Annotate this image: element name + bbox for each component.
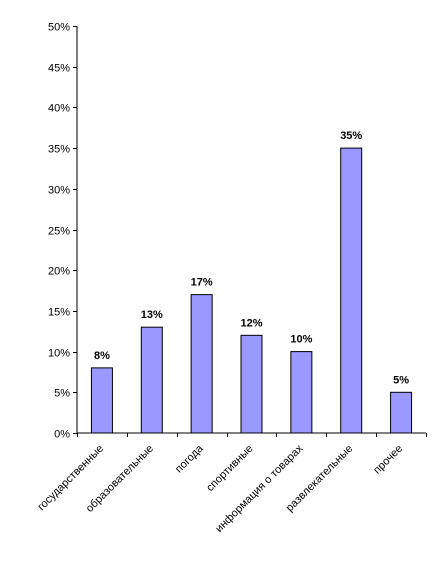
data-label: 10% <box>290 334 312 346</box>
data-label: 5% <box>393 374 409 386</box>
chart-bars <box>90 147 413 434</box>
category-label: спортивные <box>204 443 255 494</box>
data-label: 8% <box>94 350 110 362</box>
y-tick-label: 25% <box>48 226 70 238</box>
y-tick-label: 20% <box>48 266 70 278</box>
y-tick-label: 0% <box>54 429 70 441</box>
chart-axes <box>73 26 427 437</box>
y-tick-label: 30% <box>48 185 70 197</box>
y-tick-label: 15% <box>48 307 70 319</box>
category-label: погода <box>173 442 206 475</box>
y-tick-label: 45% <box>48 63 70 75</box>
bar-1 <box>140 326 163 434</box>
y-tick-label: 40% <box>48 103 70 115</box>
bar-4 <box>290 351 313 434</box>
data-label: 35% <box>340 130 362 142</box>
data-label: 13% <box>141 309 163 321</box>
data-label: 12% <box>240 317 262 329</box>
bar-2 <box>190 294 213 434</box>
y-tick-label: 35% <box>48 144 70 156</box>
category-label: прочее <box>371 443 405 477</box>
category-label: информация о товарах <box>213 442 306 535</box>
y-tick-label: 5% <box>54 388 70 400</box>
bar-6 <box>390 391 413 434</box>
bar-3 <box>240 334 263 434</box>
y-tick-label: 10% <box>48 348 70 360</box>
y-tick-label: 50% <box>48 22 70 34</box>
data-label: 17% <box>191 277 213 289</box>
bar-0 <box>90 367 113 434</box>
bar-5 <box>340 147 363 434</box>
